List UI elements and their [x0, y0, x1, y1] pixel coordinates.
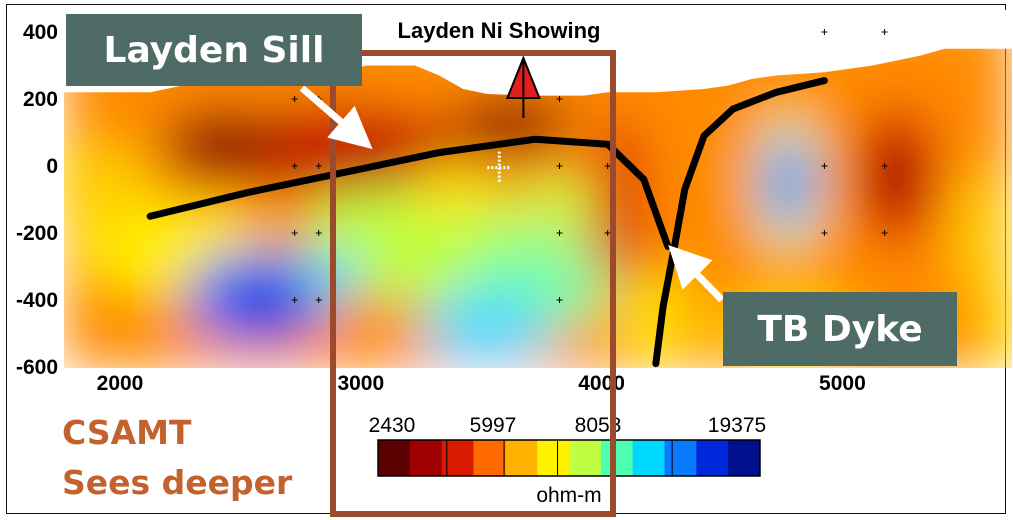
station-marker: [315, 297, 322, 303]
station-marker: [315, 230, 322, 236]
csamt-note: CSAMT Sees deeper: [62, 408, 292, 508]
tb-dyke-trace: [652, 77, 828, 368]
station-marker: [881, 29, 888, 35]
colorbar: 2430 5997 8058 19375 ohm-m: [369, 414, 767, 507]
sill-arrow: [299, 85, 373, 150]
tb-dyke-callout: TB Dyke: [723, 292, 957, 366]
y-tick-label: -200: [16, 222, 58, 245]
station-marker: [604, 230, 611, 236]
colorbar-unit: ohm-m: [536, 484, 601, 507]
x-tick-label: 3000: [337, 372, 384, 395]
station-marker: [821, 163, 828, 169]
station-marker: [881, 163, 888, 169]
station-marker: [821, 29, 828, 35]
colorbar-label: 5997: [470, 414, 517, 437]
colorbar-swatch: [600, 440, 634, 476]
station-marker: [291, 230, 298, 236]
colorbar-label: 8058: [575, 414, 622, 437]
x-tick-label: 2000: [97, 372, 144, 395]
survey-cross-marker: [487, 151, 512, 184]
station-markers: [291, 29, 888, 303]
showing-marker: [505, 55, 541, 118]
station-marker: [291, 163, 298, 169]
station-marker: [291, 96, 298, 102]
colorbar-swatch: [696, 440, 729, 476]
layden-sill-trace: [146, 135, 672, 250]
colorbar-swatch: [505, 440, 538, 476]
y-tick-label: 400: [23, 21, 58, 44]
colorbar-swatch: [473, 440, 506, 476]
colorbar-swatch: [728, 440, 761, 476]
x-tick-label: 4000: [578, 372, 625, 395]
colorbar-swatch: [409, 440, 443, 476]
station-marker: [556, 163, 563, 169]
y-tick-label: 0: [46, 155, 58, 178]
station-marker: [821, 230, 828, 236]
y-tick-label: -600: [16, 356, 58, 379]
colorbar-swatch: [378, 440, 411, 476]
sees-deeper-label: Sees deeper: [62, 463, 293, 502]
station-marker: [556, 96, 563, 102]
colorbar-label: 19375: [708, 414, 766, 437]
station-marker: [556, 297, 563, 303]
station-marker: [881, 230, 888, 236]
station-marker: [604, 163, 611, 169]
colorbar-swatch: [569, 440, 602, 476]
dyke-arrow: [668, 244, 725, 303]
station-marker: [291, 297, 298, 303]
layden-sill-callout: Layden Sill: [66, 14, 362, 86]
y-tick-label: -400: [16, 289, 58, 312]
station-marker: [556, 230, 563, 236]
highlight-box: [330, 50, 616, 517]
station-marker: [315, 163, 322, 169]
colorbar-label: 2430: [369, 414, 416, 437]
csamt-label: CSAMT: [62, 413, 192, 452]
colorbar-swatch: [632, 440, 665, 476]
chart-title: Layden Ni Showing: [398, 18, 601, 43]
y-tick-label: 200: [23, 88, 58, 111]
colorbar-swatch: [537, 440, 570, 476]
x-tick-label: 5000: [819, 372, 866, 395]
colorbar-swatch: [664, 440, 697, 476]
